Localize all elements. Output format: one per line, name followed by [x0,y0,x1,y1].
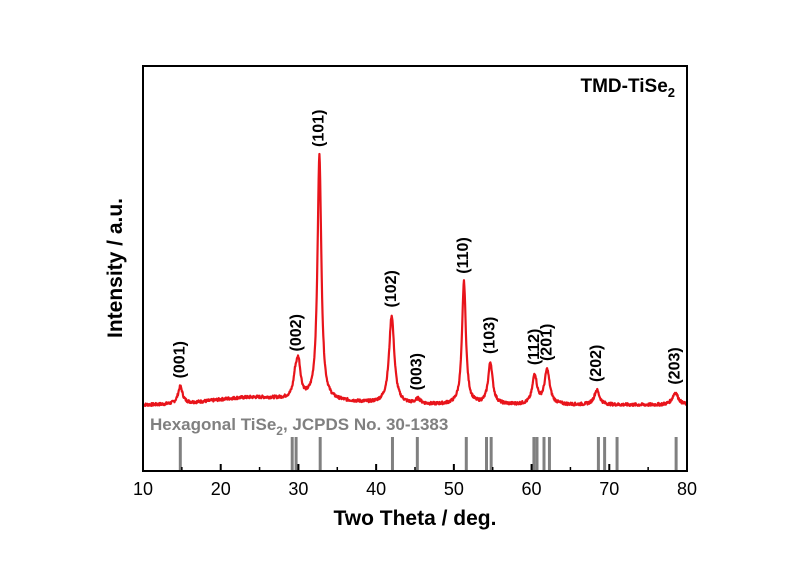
x-axis-title: Two Theta / deg. [334,507,497,530]
peak-label: (001) [172,341,189,378]
peak-label: (202) [588,345,605,382]
peak-label: (201) [538,324,555,361]
x-tick-label: 20 [211,479,231,499]
peak-label: (003) [409,353,426,390]
peak-label: (102) [383,270,400,307]
sample-label-main: TMD-TiSe [581,76,668,97]
xrd-pattern-series [142,152,689,407]
peak-label: (103) [482,317,499,354]
x-tick-label: 70 [599,479,619,499]
plot-frame [142,65,688,472]
x-tick-label: 40 [366,479,386,499]
reference-label: Hexagonal TiSe2, JCPDS No. 30-1383 [150,415,448,438]
peak-label: (110) [455,237,472,273]
sample-label: TMD-TiSe2 [581,76,676,100]
x-tick-label: 80 [677,479,697,499]
y-axis-title: Intensity / a.u. [104,198,127,338]
peak-labels: (001) (002) (101) (102) (003) (110) (103) (112)… [172,110,684,391]
peak-label: (101) [311,110,328,147]
peak-label: (002) [288,314,305,351]
sample-label-subscript: 2 [668,85,675,100]
x-tick-label: 50 [444,479,464,499]
peak-label: (112) [526,329,543,365]
reference-label-subscript: 2 [276,424,283,438]
x-axis-ticks: 10 20 30 40 50 60 70 80 [133,464,697,499]
peak-label: (203) [667,347,684,384]
reference-lines [178,437,678,471]
x-tick-label: 10 [133,479,153,499]
reference-label-suffix: , JCPDS No. 30-1383 [283,415,448,434]
x-tick-label: 30 [288,479,308,499]
reference-label-prefix: Hexagonal TiSe [150,415,276,434]
x-tick-label: 60 [522,479,542,499]
